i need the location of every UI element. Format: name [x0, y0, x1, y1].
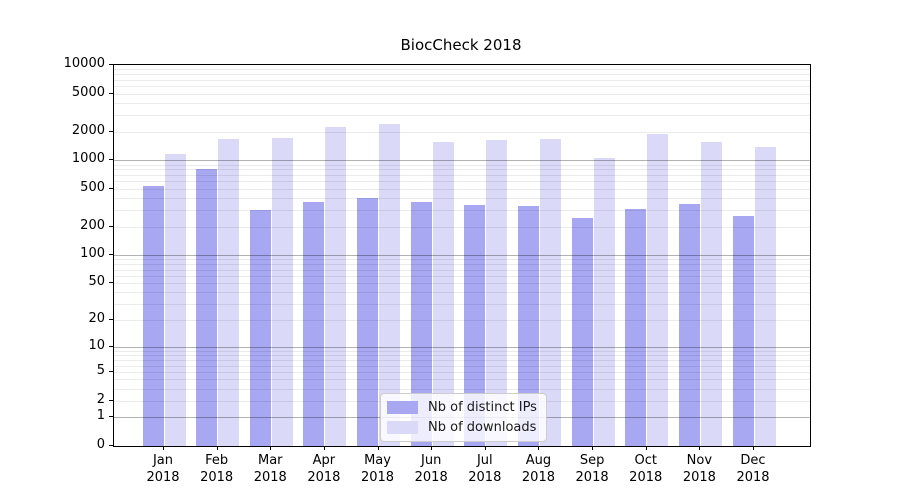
x-tick-label-sep: Sep 2018 — [575, 453, 609, 485]
y-tick-label-100: 100 — [80, 246, 105, 262]
bar-distinct-ips-oct — [625, 209, 647, 446]
y-tick-mark-200 — [109, 225, 113, 227]
bar-downloads-jan — [164, 153, 186, 446]
legend-item-distinct-ips: Nb of distinct IPs — [387, 400, 537, 415]
x-tick-mark-dec — [753, 446, 754, 450]
x-tick-label-nov: Nov 2018 — [682, 453, 716, 485]
bar-downloads-feb — [218, 139, 240, 446]
legend-item-downloads: Nb of downloads — [387, 420, 537, 435]
bar-distinct-ips-mar — [249, 209, 271, 446]
y-tick-label-500: 500 — [80, 179, 105, 195]
x-tick-label-oct: Oct 2018 — [629, 453, 663, 485]
y-tick-mark-1000 — [109, 159, 113, 161]
legend: Nb of distinct IPs Nb of downloads — [380, 393, 547, 442]
y-tick-mark-2 — [109, 399, 113, 401]
y-tick-label-0: 0 — [96, 437, 105, 452]
y-tick-label-1: 1 — [96, 408, 105, 424]
bar-distinct-ips-apr — [303, 201, 325, 446]
bar-distinct-ips-nov — [678, 203, 700, 446]
bar-distinct-ips-sep — [571, 218, 593, 446]
y-tick-label-200: 200 — [80, 217, 105, 233]
y-tick-label-5: 5 — [96, 362, 105, 378]
legend-swatch-downloads — [387, 421, 418, 434]
y-tick-mark-1 — [109, 416, 113, 418]
chart-title: BiocCheck 2018 — [400, 36, 522, 54]
x-tick-label-may: May 2018 — [360, 453, 395, 485]
bar-downloads-nov — [700, 142, 722, 446]
y-tick-mark-20 — [109, 319, 113, 321]
bar-downloads-jun — [432, 142, 454, 446]
bar-downloads-apr — [325, 127, 347, 446]
legend-label-downloads: Nb of downloads — [428, 420, 537, 435]
x-tick-mark-feb — [216, 446, 218, 450]
y-tick-mark-100 — [109, 254, 113, 256]
y-tick-mark-2000 — [109, 130, 113, 132]
x-tick-mark-apr — [323, 446, 325, 450]
bar-downloads-oct — [647, 133, 669, 446]
y-tick-mark-10 — [109, 345, 113, 347]
y-tick-mark-10000 — [109, 64, 113, 65]
y-tick-mark-50 — [109, 282, 113, 284]
bars-layer — [114, 65, 810, 446]
bar-downloads-aug — [539, 139, 561, 446]
x-tick-mark-jun — [431, 446, 433, 450]
y-tick-mark-5000 — [109, 92, 113, 94]
x-tick-label-apr: Apr 2018 — [307, 453, 341, 485]
bar-downloads-may — [379, 124, 401, 446]
x-tick-mark-aug — [538, 446, 540, 450]
x-tick-mark-jan — [163, 446, 164, 450]
x-tick-label-dec: Dec 2018 — [736, 453, 770, 485]
x-tick-label-jun: Jun 2018 — [414, 453, 448, 485]
bar-distinct-ips-aug — [517, 206, 539, 446]
x-tick-mark-nov — [699, 446, 701, 450]
bar-downloads-sep — [593, 157, 615, 446]
x-tick-mark-jul — [484, 446, 486, 450]
bar-distinct-ips-jan — [142, 186, 164, 446]
y-tick-label-1000: 1000 — [71, 151, 105, 167]
bar-downloads-mar — [271, 138, 293, 446]
y-tick-label-2: 2 — [96, 391, 105, 407]
bar-distinct-ips-dec — [732, 215, 754, 446]
y-tick-mark-0 — [109, 445, 113, 446]
x-tick-mark-sep — [592, 446, 594, 450]
bar-downloads-dec — [754, 146, 776, 446]
bar-distinct-ips-may — [357, 198, 379, 446]
y-tick-mark-5 — [109, 370, 113, 372]
legend-label-distinct-ips: Nb of distinct IPs — [428, 400, 537, 415]
y-tick-label-5000: 5000 — [71, 84, 105, 100]
y-tick-label-20: 20 — [88, 311, 105, 327]
bar-downloads-jul — [486, 140, 508, 446]
bar-distinct-ips-jul — [464, 204, 486, 446]
x-tick-label-feb: Feb 2018 — [200, 453, 234, 485]
y-tick-label-2000: 2000 — [71, 122, 105, 138]
y-tick-mark-500 — [109, 187, 113, 189]
bar-distinct-ips-jun — [410, 201, 432, 446]
x-tick-label-jan: Jan 2018 — [146, 453, 180, 485]
x-tick-label-jul: Jul 2018 — [468, 453, 502, 485]
legend-swatch-distinct-ips — [387, 401, 418, 414]
y-tick-label-50: 50 — [88, 274, 105, 290]
x-tick-label-aug: Aug 2018 — [521, 453, 555, 485]
plot-area: Nb of distinct IPs Nb of downloads — [113, 64, 811, 447]
y-tick-label-10: 10 — [88, 337, 105, 353]
x-tick-label-mar: Mar 2018 — [253, 453, 287, 485]
y-tick-label-10000: 10000 — [63, 56, 105, 71]
bar-distinct-ips-feb — [196, 169, 218, 446]
x-tick-mark-may — [377, 446, 379, 450]
x-tick-mark-mar — [270, 446, 272, 450]
x-tick-mark-oct — [645, 446, 647, 450]
